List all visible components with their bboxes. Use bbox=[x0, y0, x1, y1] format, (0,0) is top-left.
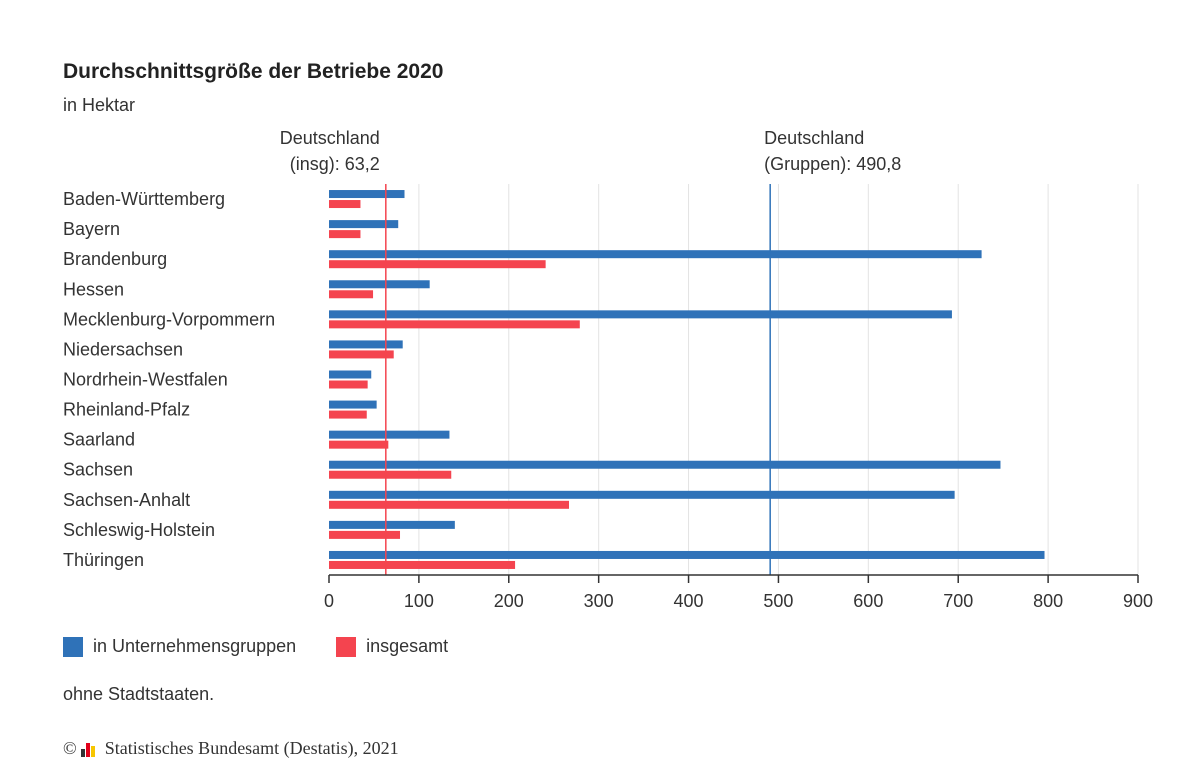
chart-title: Durchschnittsgröße der Betriebe 2020 bbox=[63, 60, 444, 83]
category-label: Sachsen bbox=[63, 460, 133, 480]
bar-groups bbox=[329, 190, 405, 199]
bar-groups bbox=[329, 430, 450, 439]
category-label: Sachsen-Anhalt bbox=[63, 490, 190, 510]
category-label: Baden-Württemberg bbox=[63, 189, 225, 209]
bar-total bbox=[329, 530, 401, 539]
legend-label-total: insgesamt bbox=[366, 636, 449, 656]
legend-swatch-groups bbox=[63, 636, 83, 657]
bar-total bbox=[329, 230, 361, 239]
bar-total bbox=[329, 200, 361, 209]
category-label: Nordrhein-Westfalen bbox=[63, 370, 228, 390]
category-label: Thüringen bbox=[63, 550, 144, 570]
legend: in Unternehmensgruppen insgesamt bbox=[63, 636, 488, 657]
category-label: Brandenburg bbox=[63, 249, 167, 269]
bar-groups bbox=[329, 520, 455, 529]
category-label: Niedersachsen bbox=[63, 339, 183, 359]
x-tick-label: 500 bbox=[763, 591, 793, 611]
bar-groups bbox=[329, 340, 403, 349]
bar-total bbox=[329, 470, 452, 479]
category-label: Bayern bbox=[63, 219, 120, 239]
bar-total bbox=[329, 440, 389, 449]
category-label: Mecklenburg-Vorpommern bbox=[63, 309, 275, 329]
category-label: Hessen bbox=[63, 279, 124, 299]
legend-label-groups: in Unternehmensgruppen bbox=[93, 636, 297, 656]
bar-groups bbox=[329, 370, 372, 379]
legend-item-groups[interactable]: in Unternehmensgruppen bbox=[63, 636, 296, 657]
x-tick-label: 100 bbox=[404, 591, 434, 611]
bar-groups bbox=[329, 250, 982, 259]
chart-subtitle: in Hektar bbox=[63, 95, 136, 115]
bar-total bbox=[329, 350, 394, 359]
x-tick-label: 400 bbox=[674, 591, 704, 611]
bar-chart: Baden-Württemberg Bayern Brandenburg Hessen… bbox=[63, 128, 1153, 611]
bar-total bbox=[329, 320, 580, 329]
source-text: Statistisches Bundesamt (Destatis), 2021 bbox=[104, 738, 399, 758]
category-label: Schleswig-Holstein bbox=[63, 520, 215, 540]
legend-item-total[interactable]: insgesamt bbox=[336, 636, 448, 657]
destatis-logo-icon bbox=[80, 741, 99, 757]
bar-total bbox=[329, 560, 516, 569]
bar-total bbox=[329, 290, 374, 299]
bar-total bbox=[329, 380, 368, 389]
reference-value-label: (insg): 63,2 bbox=[290, 154, 380, 174]
category-label: Saarland bbox=[63, 430, 135, 450]
category-label: Rheinland-Pfalz bbox=[63, 400, 190, 420]
bar-groups bbox=[329, 310, 952, 319]
copyright-symbol: © bbox=[63, 738, 77, 758]
bar-groups bbox=[329, 550, 1045, 559]
bar-groups bbox=[329, 460, 1001, 469]
x-tick-label: 600 bbox=[853, 591, 883, 611]
bar-groups bbox=[329, 220, 399, 229]
bar-total bbox=[329, 410, 367, 419]
x-tick-label: 800 bbox=[1033, 591, 1063, 611]
x-tick-label: 900 bbox=[1123, 591, 1153, 611]
bar-total bbox=[329, 500, 570, 509]
reference-value-label: (Gruppen): 490,8 bbox=[764, 154, 901, 174]
footnote: ohne Stadtstaaten. bbox=[63, 684, 215, 704]
reference-label: Deutschland bbox=[764, 128, 864, 148]
x-tick-label: 700 bbox=[943, 591, 973, 611]
x-tick-label: 0 bbox=[324, 591, 334, 611]
legend-swatch-total bbox=[336, 636, 357, 657]
x-tick-label: 300 bbox=[584, 591, 614, 611]
bar-groups bbox=[329, 490, 955, 499]
source-footer: © Statistisches Bundesamt (Destatis), 20… bbox=[63, 738, 399, 759]
bar-groups bbox=[329, 400, 377, 409]
reference-label: Deutschland bbox=[280, 128, 380, 148]
bar-total bbox=[329, 260, 546, 269]
x-tick-label: 200 bbox=[494, 591, 524, 611]
bar-groups bbox=[329, 280, 430, 289]
